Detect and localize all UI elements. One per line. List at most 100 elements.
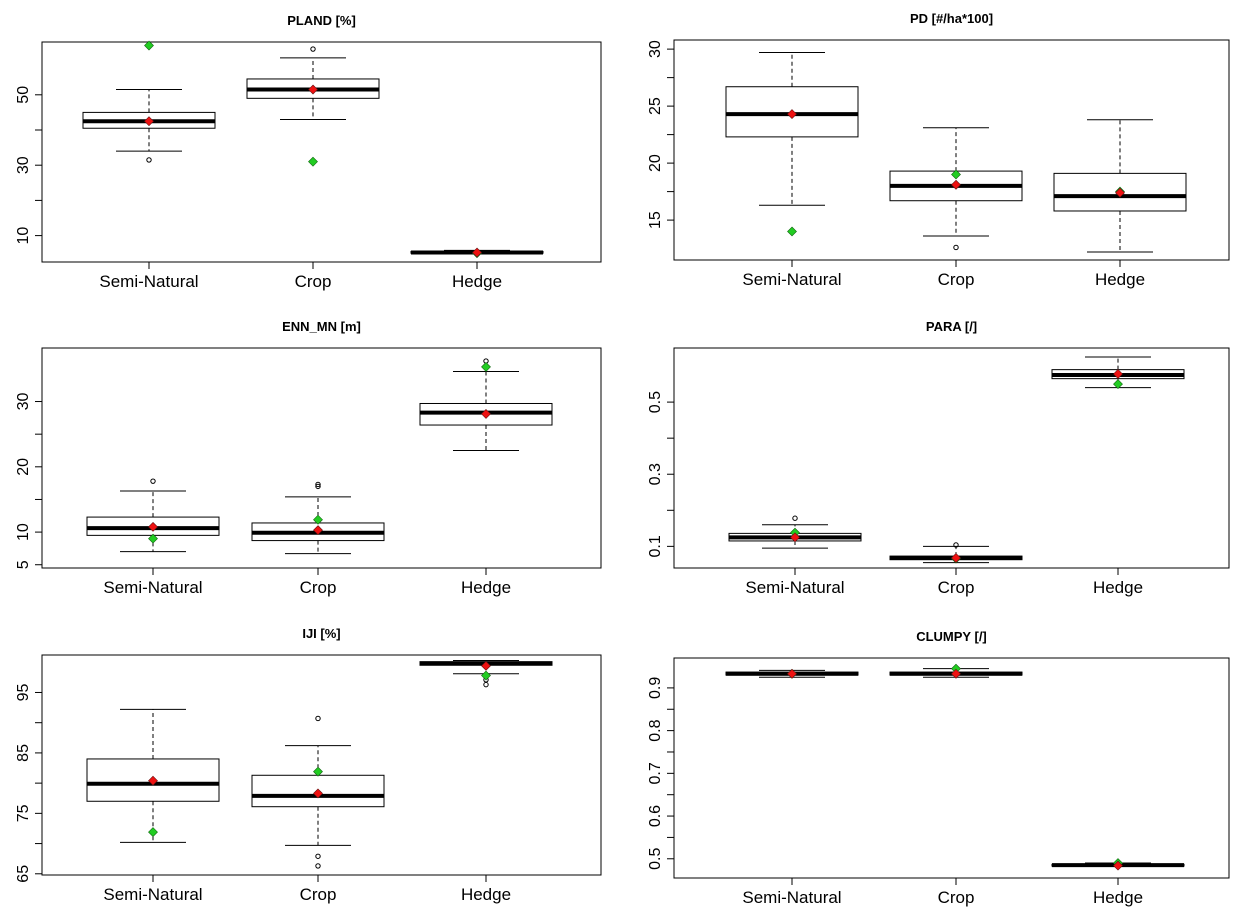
y-tick-label: 0.5 bbox=[647, 848, 664, 870]
mean-marker bbox=[1113, 369, 1123, 379]
outlier-point bbox=[146, 157, 152, 163]
mean-marker bbox=[481, 660, 491, 671]
mean-marker bbox=[144, 116, 154, 127]
x-category-label: Crop bbox=[938, 888, 975, 907]
chart-title: PD [#/ha*100] bbox=[910, 11, 993, 26]
x-category-label: Hedge bbox=[461, 578, 511, 597]
box-semi-natural bbox=[725, 668, 859, 679]
reference-marker bbox=[951, 169, 961, 180]
outlier-point bbox=[953, 542, 959, 548]
box-semi-natural bbox=[728, 515, 862, 549]
x-category-label: Crop bbox=[938, 578, 975, 597]
y-tick-label: 10 bbox=[15, 523, 32, 541]
x-category-label: Semi-Natural bbox=[742, 888, 841, 907]
reference-marker bbox=[313, 514, 323, 525]
box-hedge bbox=[1053, 119, 1187, 253]
box-hedge bbox=[419, 659, 553, 688]
x-category-label: Crop bbox=[938, 270, 975, 289]
outlier-point bbox=[315, 481, 321, 488]
box-semi-natural bbox=[82, 40, 216, 163]
box-hedge bbox=[419, 358, 553, 451]
box-crop bbox=[889, 663, 1023, 679]
box-crop bbox=[889, 127, 1023, 251]
y-tick-label: 10 bbox=[15, 227, 32, 245]
x-category-label: Crop bbox=[300, 578, 337, 597]
x-category-label: Semi-Natural bbox=[742, 270, 841, 289]
y-tick-label: 20 bbox=[15, 458, 32, 476]
y-tick-label: 30 bbox=[647, 40, 664, 58]
y-tick-label: 85 bbox=[15, 744, 32, 762]
plot-frame bbox=[673, 657, 1230, 879]
outlier-point bbox=[483, 681, 489, 688]
reference-marker bbox=[787, 226, 797, 237]
chart-panel-1: PLAND [%] 10 30 50 Semi-Natural Crop Hedge bbox=[15, 13, 602, 291]
y-tick-label: 50 bbox=[15, 86, 32, 104]
mean-marker bbox=[951, 179, 961, 190]
mean-marker bbox=[313, 525, 323, 536]
mean-marker bbox=[790, 532, 800, 543]
box-crop bbox=[251, 715, 385, 869]
x-category-label: Crop bbox=[300, 885, 337, 904]
y-tick-label: 75 bbox=[15, 804, 32, 822]
y-tick-label: 0.8 bbox=[647, 719, 664, 741]
x-category-label: Semi-Natural bbox=[99, 272, 198, 291]
box-semi-natural bbox=[725, 52, 859, 237]
iqr-box bbox=[86, 758, 220, 802]
y-tick-label: 25 bbox=[647, 97, 664, 115]
box-crop bbox=[246, 46, 380, 167]
plot-frame bbox=[41, 347, 602, 569]
y-tick-label: 0.6 bbox=[647, 805, 664, 827]
box-crop bbox=[251, 481, 385, 555]
plot-frame bbox=[41, 654, 602, 876]
x-category-label: Semi-Natural bbox=[745, 578, 844, 597]
mean-marker bbox=[1115, 187, 1125, 198]
reference-marker bbox=[481, 362, 491, 372]
mean-marker bbox=[472, 247, 482, 258]
x-category-label: Hedge bbox=[452, 272, 502, 291]
chart-title: PLAND [%] bbox=[287, 13, 356, 28]
outlier-point bbox=[792, 515, 798, 521]
box-crop bbox=[889, 542, 1023, 564]
x-category-label: Hedge bbox=[1095, 270, 1145, 289]
mean-marker bbox=[313, 788, 323, 799]
reference-marker bbox=[313, 766, 323, 777]
y-tick-label: 5 bbox=[15, 560, 32, 569]
outlier-point bbox=[150, 478, 156, 484]
x-category-label: Semi-Natural bbox=[103, 885, 202, 904]
outlier-point bbox=[315, 863, 321, 869]
chart-panel-3: ENN_MN [m] 5 10 20 30 Semi-Natural Crop Hedge bbox=[15, 319, 602, 597]
chart-title: PARA [/] bbox=[926, 319, 977, 334]
mean-marker bbox=[787, 668, 797, 679]
chart-title: IJI [%] bbox=[302, 626, 340, 641]
y-tick-label: 20 bbox=[647, 154, 664, 172]
y-tick-label: 65 bbox=[15, 865, 32, 883]
box-semi-natural bbox=[86, 478, 220, 553]
chart-panel-6: CLUMPY [/] 0.5 0.6 0.7 0.8 0.9 Semi-Natural Cro… bbox=[647, 629, 1230, 907]
mean-marker bbox=[308, 84, 318, 95]
box-semi-natural bbox=[86, 708, 220, 843]
x-category-label: Hedge bbox=[1093, 888, 1143, 907]
chart-panel-4: PARA [/] 0.1 0.3 0.5 Semi-Natural Crop Hedge bbox=[647, 319, 1230, 597]
y-tick-label: 0.9 bbox=[647, 677, 664, 699]
x-category-label: Hedge bbox=[461, 885, 511, 904]
outlier-point bbox=[315, 483, 321, 490]
mean-marker bbox=[951, 552, 961, 563]
reference-marker bbox=[144, 40, 154, 51]
x-category-label: Hedge bbox=[1093, 578, 1143, 597]
box-hedge bbox=[1051, 858, 1185, 871]
mean-marker bbox=[787, 109, 797, 120]
mean-marker bbox=[1113, 860, 1123, 871]
plot-frame bbox=[673, 39, 1230, 261]
y-tick-label: 30 bbox=[15, 393, 32, 411]
chart-title: CLUMPY [/] bbox=[916, 629, 987, 644]
x-category-label: Crop bbox=[295, 272, 332, 291]
reference-marker bbox=[148, 827, 158, 838]
outlier-point bbox=[315, 715, 321, 722]
y-tick-label: 30 bbox=[15, 156, 32, 174]
y-tick-label: 0.3 bbox=[647, 463, 664, 485]
chart-panel-2: PD [#/ha*100] 15 20 25 30 Semi-Natural Crop Hed… bbox=[647, 11, 1230, 289]
y-tick-label: 0.5 bbox=[647, 391, 664, 413]
box-hedge bbox=[1051, 356, 1185, 389]
outlier-point bbox=[310, 46, 316, 52]
